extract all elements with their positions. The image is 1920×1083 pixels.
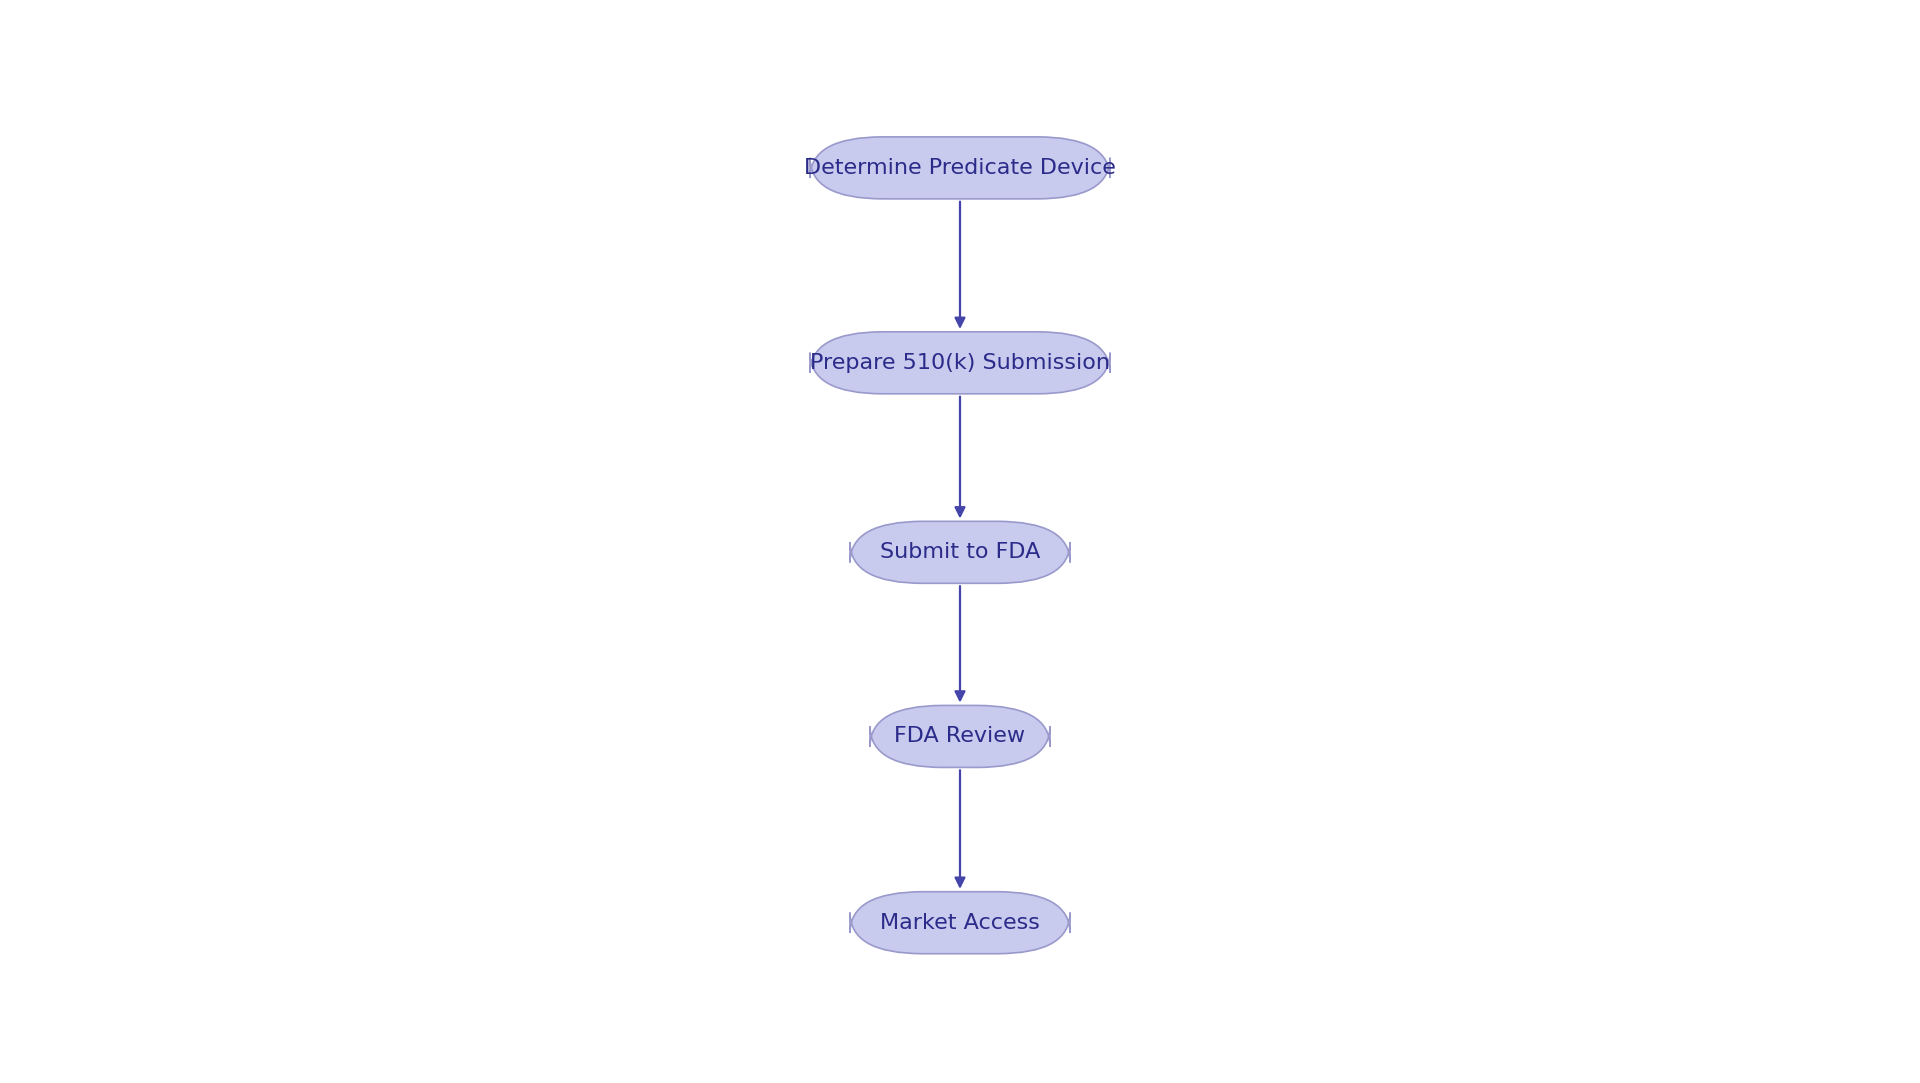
Text: Determine Predicate Device: Determine Predicate Device xyxy=(804,158,1116,178)
FancyBboxPatch shape xyxy=(851,891,1069,954)
Text: Prepare 510(k) Submission: Prepare 510(k) Submission xyxy=(810,353,1110,373)
Text: FDA Review: FDA Review xyxy=(895,727,1025,746)
Text: Submit to FDA: Submit to FDA xyxy=(879,543,1041,562)
FancyBboxPatch shape xyxy=(851,521,1069,584)
Text: Market Access: Market Access xyxy=(879,913,1041,932)
FancyBboxPatch shape xyxy=(870,705,1050,768)
FancyBboxPatch shape xyxy=(810,136,1110,199)
FancyBboxPatch shape xyxy=(810,331,1110,394)
